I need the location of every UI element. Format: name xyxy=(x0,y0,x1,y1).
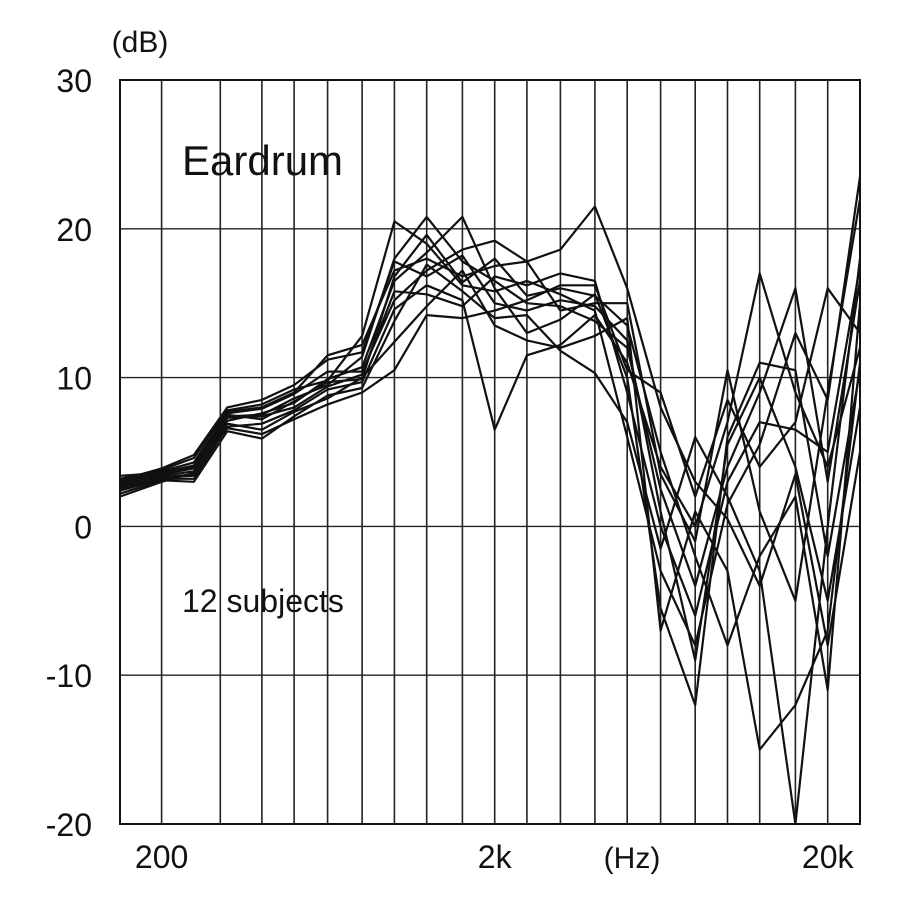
y-tick-label: 20 xyxy=(56,212,92,248)
series-line-subject-12 xyxy=(119,198,862,602)
y-axis-unit-label: (dB) xyxy=(112,26,169,59)
annotation-eardrum: Eardrum xyxy=(182,137,343,184)
series-line-subject-7 xyxy=(119,258,862,826)
x-axis-ticks: 200 2k 20k xyxy=(135,839,855,875)
x-tick-label: 2k xyxy=(478,839,513,875)
series-line-subject-10 xyxy=(119,269,862,751)
series-line-subject-4 xyxy=(119,205,862,647)
series-line-subject-5 xyxy=(119,272,862,528)
y-tick-label: -20 xyxy=(46,807,92,843)
x-tick-label: 200 xyxy=(135,839,188,875)
x-tick-label: 20k xyxy=(802,839,855,875)
y-tick-label: -10 xyxy=(46,658,92,694)
series-line-subject-9 xyxy=(119,265,862,617)
y-tick-label: 0 xyxy=(74,509,92,545)
grid xyxy=(120,80,860,824)
y-tick-label: 30 xyxy=(56,63,92,99)
annotation-subjects: 12 subjects xyxy=(182,583,344,619)
x-axis-unit-label: (Hz) xyxy=(604,842,661,875)
series-layer xyxy=(119,176,862,826)
plot-frame xyxy=(119,79,861,825)
y-axis-ticks: 30 20 10 0 -10 -20 xyxy=(46,63,92,843)
series-line-subject-1 xyxy=(119,176,862,647)
y-tick-label: 10 xyxy=(56,361,92,397)
